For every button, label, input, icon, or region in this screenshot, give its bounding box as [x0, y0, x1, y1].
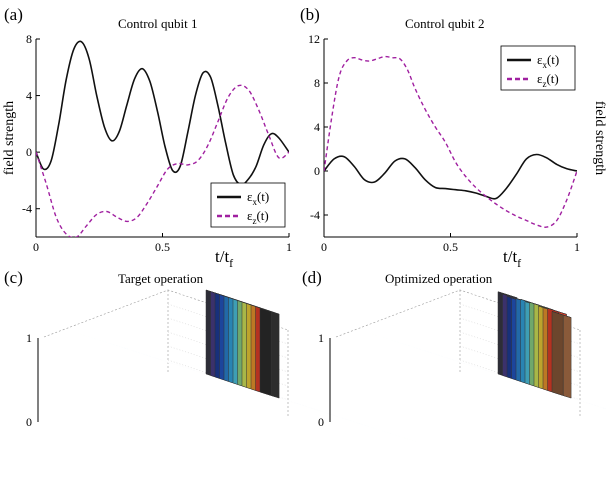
panel-c-title: Target operation — [118, 271, 204, 286]
bar-front-face — [259, 307, 272, 396]
legend-label-base: ε — [537, 71, 543, 86]
legend-label-sub: z — [252, 216, 256, 226]
legend-label-base: ε — [247, 189, 253, 204]
legend-label-sub: x — [252, 197, 257, 207]
panel-b-letter: (b) — [300, 5, 320, 24]
x-tick-label: 0.5 — [443, 240, 458, 254]
x-axis-label-sub: f — [517, 256, 521, 270]
legend-label-ez: εz(t) — [537, 71, 559, 89]
bar3d-chart-c: 10 — [26, 289, 419, 443]
bar-top-face — [497, 291, 518, 299]
bar-side-face — [270, 311, 280, 399]
y-tick-label: 0 — [314, 164, 320, 178]
y-tick-label: -4 — [22, 202, 32, 216]
y-tick-label: 4 — [314, 120, 320, 134]
legend-label-ez: εz(t) — [247, 208, 269, 226]
floor-tile — [591, 404, 606, 410]
panel-d-letter: (d) — [302, 268, 322, 287]
bar-col-13 — [551, 311, 572, 399]
legend-label-sub: z — [542, 79, 546, 89]
series-line-ez — [36, 84, 289, 237]
y-tick-label: 4 — [26, 89, 32, 103]
z-tick-label: 1 — [26, 331, 32, 345]
x-tick-label: 0 — [33, 240, 39, 254]
x-tick-label: 1 — [574, 240, 580, 254]
z-tick-label: 0 — [318, 415, 324, 429]
legend-label-tail: (t) — [546, 71, 558, 86]
x-axis-label-base: t/t — [215, 247, 229, 266]
legend-label-tail: (t) — [256, 208, 268, 223]
y-tick-label: 8 — [314, 76, 320, 90]
bar-top-face — [551, 311, 572, 318]
bar-side-face — [562, 314, 572, 399]
series-line-ex — [36, 40, 289, 186]
bar-top-face — [547, 307, 567, 315]
legend-label-tail: (t) — [257, 189, 269, 204]
floor-tile — [593, 404, 606, 410]
x-tick-label: 0.5 — [155, 240, 170, 254]
bar-top-face — [259, 307, 280, 315]
bar-front-face — [551, 311, 564, 396]
y-tick-label: -4 — [310, 208, 320, 222]
legend-label-ex: εx(t) — [247, 189, 269, 207]
x-tick-label: 0 — [321, 240, 327, 254]
bar-col-13 — [259, 307, 280, 399]
panel-d-title: Optimized operation — [385, 271, 493, 286]
legend-box — [500, 45, 576, 91]
legend-label-base: ε — [537, 52, 543, 67]
y-tick-label: 8 — [26, 32, 32, 46]
panel-c-letter: (c) — [4, 268, 23, 287]
x-tick-label: 1 — [286, 240, 292, 254]
x-axis-label-base: t/t — [503, 247, 517, 266]
x-axis-label: t/tf — [503, 247, 521, 270]
panel-b-title: Control qubit 2 — [405, 16, 484, 31]
series-line-ez — [324, 55, 577, 228]
y-axis-label: field strength — [2, 101, 17, 175]
legend-label-base: ε — [247, 208, 253, 223]
z-tick-label: 1 — [318, 331, 324, 345]
series-line-ex — [324, 153, 577, 200]
legend-label-sub: x — [542, 60, 547, 70]
legend-label-tail: (t) — [547, 52, 559, 67]
panel-a-title: Control qubit 1 — [118, 16, 197, 31]
floor-tile — [595, 405, 606, 410]
y-tick-label: 0 — [26, 145, 32, 159]
y-axis-label: field strength — [592, 101, 606, 175]
x-axis-label-sub: f — [229, 256, 233, 270]
bar3d-chart-d: 10 — [318, 289, 606, 429]
legend-label-ex: εx(t) — [537, 52, 559, 70]
legend-box — [210, 182, 286, 228]
x-axis-label: t/tf — [215, 247, 233, 270]
z-tick-label: 0 — [26, 415, 32, 429]
panel-a-letter: (a) — [4, 5, 23, 24]
y-tick-label: 12 — [308, 32, 320, 46]
